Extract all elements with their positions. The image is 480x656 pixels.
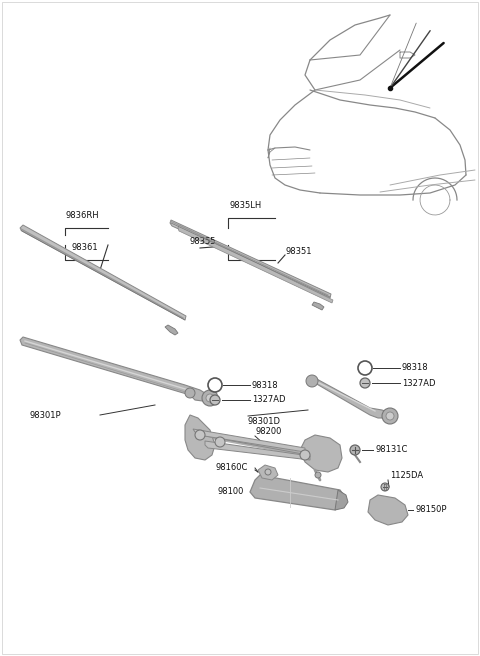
Circle shape bbox=[208, 378, 222, 392]
Text: 9835LH: 9835LH bbox=[230, 201, 262, 210]
Circle shape bbox=[195, 430, 205, 440]
Polygon shape bbox=[368, 495, 408, 525]
Polygon shape bbox=[310, 377, 393, 418]
Circle shape bbox=[350, 445, 360, 455]
Circle shape bbox=[215, 437, 225, 447]
Circle shape bbox=[358, 361, 372, 375]
Circle shape bbox=[381, 483, 389, 491]
Circle shape bbox=[265, 469, 271, 475]
Polygon shape bbox=[178, 225, 333, 303]
Polygon shape bbox=[250, 475, 345, 510]
Circle shape bbox=[306, 375, 318, 387]
Polygon shape bbox=[312, 302, 324, 310]
Polygon shape bbox=[185, 415, 215, 460]
Text: 1327AD: 1327AD bbox=[402, 379, 435, 388]
Text: 98351: 98351 bbox=[285, 247, 312, 256]
Circle shape bbox=[210, 395, 220, 405]
Polygon shape bbox=[300, 435, 342, 472]
Text: 98100: 98100 bbox=[218, 487, 244, 497]
Text: 98200: 98200 bbox=[255, 428, 281, 436]
Circle shape bbox=[315, 472, 321, 478]
Text: 1327AD: 1327AD bbox=[252, 396, 286, 405]
Text: 98301D: 98301D bbox=[248, 417, 281, 426]
Circle shape bbox=[360, 378, 370, 388]
Circle shape bbox=[202, 390, 218, 406]
Circle shape bbox=[185, 388, 195, 398]
Text: 9836RH: 9836RH bbox=[65, 211, 98, 220]
Polygon shape bbox=[165, 325, 178, 335]
Text: 1125DA: 1125DA bbox=[390, 470, 423, 480]
Polygon shape bbox=[20, 225, 186, 320]
Circle shape bbox=[386, 412, 394, 420]
Text: 98301P: 98301P bbox=[30, 411, 61, 419]
Text: 98150P: 98150P bbox=[415, 506, 446, 514]
Circle shape bbox=[206, 394, 214, 402]
Circle shape bbox=[382, 408, 398, 424]
Polygon shape bbox=[20, 337, 213, 402]
Polygon shape bbox=[258, 465, 278, 480]
Text: 98131C: 98131C bbox=[375, 445, 408, 455]
Text: 98361: 98361 bbox=[72, 243, 98, 253]
Polygon shape bbox=[335, 490, 348, 510]
Text: 98160C: 98160C bbox=[215, 464, 247, 472]
Text: 98318: 98318 bbox=[402, 363, 429, 373]
Text: 98318: 98318 bbox=[252, 380, 278, 390]
Polygon shape bbox=[205, 441, 310, 460]
Polygon shape bbox=[193, 429, 305, 452]
Text: 98355: 98355 bbox=[190, 237, 216, 247]
Polygon shape bbox=[170, 220, 331, 298]
Circle shape bbox=[300, 450, 310, 460]
